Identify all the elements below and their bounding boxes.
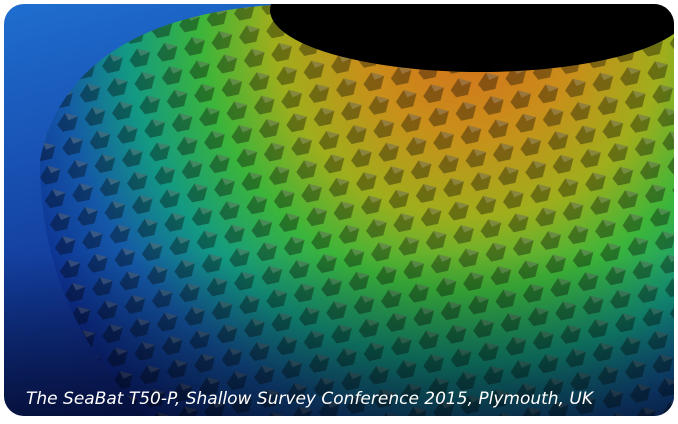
caption: The SeaBat T50-P, Shallow Survey Confere…	[26, 389, 595, 409]
